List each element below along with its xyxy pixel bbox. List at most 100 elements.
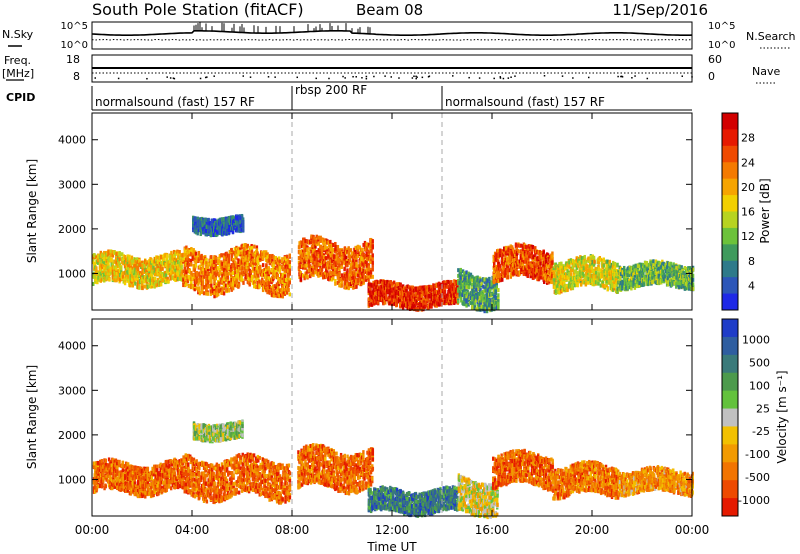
echo-cell [250,277,254,282]
echo-cell [377,280,381,285]
echo-cell [484,306,487,311]
echo-cell [399,304,402,309]
echo-cell [199,220,202,225]
echo-cell [437,294,440,299]
echo-cell [191,276,194,281]
echo-cell [205,266,208,271]
echo-cell [355,259,358,264]
echo-cell [268,285,272,290]
echo-cell [212,267,216,272]
echo-cell [424,303,427,308]
echo-cell [139,262,143,267]
echo-cell [397,290,401,295]
echo-cell [310,253,314,258]
echo-cell [299,261,302,266]
echo-cell [463,271,466,276]
echo-cell [214,276,218,281]
echo-cell [274,286,278,291]
echo-cell [239,266,242,271]
echo-cell [288,268,292,273]
echo-cell [253,269,257,274]
echo-cell [234,265,237,270]
echo-cell [197,286,201,291]
echo-cell [239,228,242,233]
echo-cell [218,222,222,227]
echo-cell [180,258,183,263]
echo-cell [136,257,139,262]
echo-cell [167,262,170,267]
echo-cell [340,251,344,256]
echo-cell [343,246,347,251]
echo-cell [131,261,134,266]
echo-cell [242,280,245,285]
echo-cell [497,296,500,301]
echo-cell [315,234,318,239]
echo-cell [110,253,113,258]
echo-cell [211,218,214,223]
nave-dot [373,75,375,78]
echo-cell [371,239,374,244]
echo-cell [174,278,177,283]
echo-cell [349,248,353,253]
echo-cell [273,284,277,289]
echo-cell [306,274,309,279]
echo-cell [287,287,290,292]
echo-cell [334,267,337,272]
nsearch-label: N.Search [746,30,796,43]
echo-cell [304,263,307,268]
echo-cell [358,268,361,273]
echo-cell [204,258,207,263]
echo-cell [268,258,272,263]
echo-cell [222,291,226,296]
echo-cell [210,255,213,260]
echo-cell [438,296,442,301]
nave-dot [342,75,344,78]
echo-cell [180,271,183,276]
echo-cell [242,266,246,271]
echo-cell [343,261,346,266]
echo-cell [271,284,275,289]
echo-cell [319,271,322,276]
echo-cell [495,295,499,300]
echo-cell [230,257,233,262]
echo-cell [117,272,121,277]
nsearch-line [91,38,693,41]
echo-cell [130,258,134,263]
echo-cell [495,285,499,290]
echo-cell [225,251,228,256]
echo-cell [97,277,100,282]
echo-cell [141,286,144,291]
echo-cell [138,272,141,277]
echo-cell [356,269,360,274]
echo-cell [450,293,453,298]
echo-cell [337,258,341,263]
echo-cell [314,270,317,275]
echo-cell [223,281,226,286]
echo-cell [146,278,150,283]
echo-cell [272,255,275,260]
echo-cell [272,270,275,275]
echo-cell [153,281,157,286]
echo-cell [418,288,422,293]
echo-cell [164,279,168,284]
echo-cell [480,304,483,309]
echo-cell [476,275,479,280]
echo-cell [253,283,257,288]
nave-dot [427,76,430,78]
echo-cell [490,283,493,288]
echo-cell [458,289,461,294]
echo-cell [370,257,373,262]
echo-cell [271,268,274,273]
echo-cell [332,271,335,276]
echo-cell [467,278,471,283]
echo-cell [367,265,371,270]
echo-cell [354,257,357,262]
echo-cell [101,271,104,276]
echo-cell [367,282,371,287]
echo-cell [134,259,137,264]
echo-cell [167,279,170,284]
echo-cell [242,254,246,259]
echo-cell [420,307,424,312]
echo-cell [197,227,200,232]
echo-cell [332,247,335,252]
